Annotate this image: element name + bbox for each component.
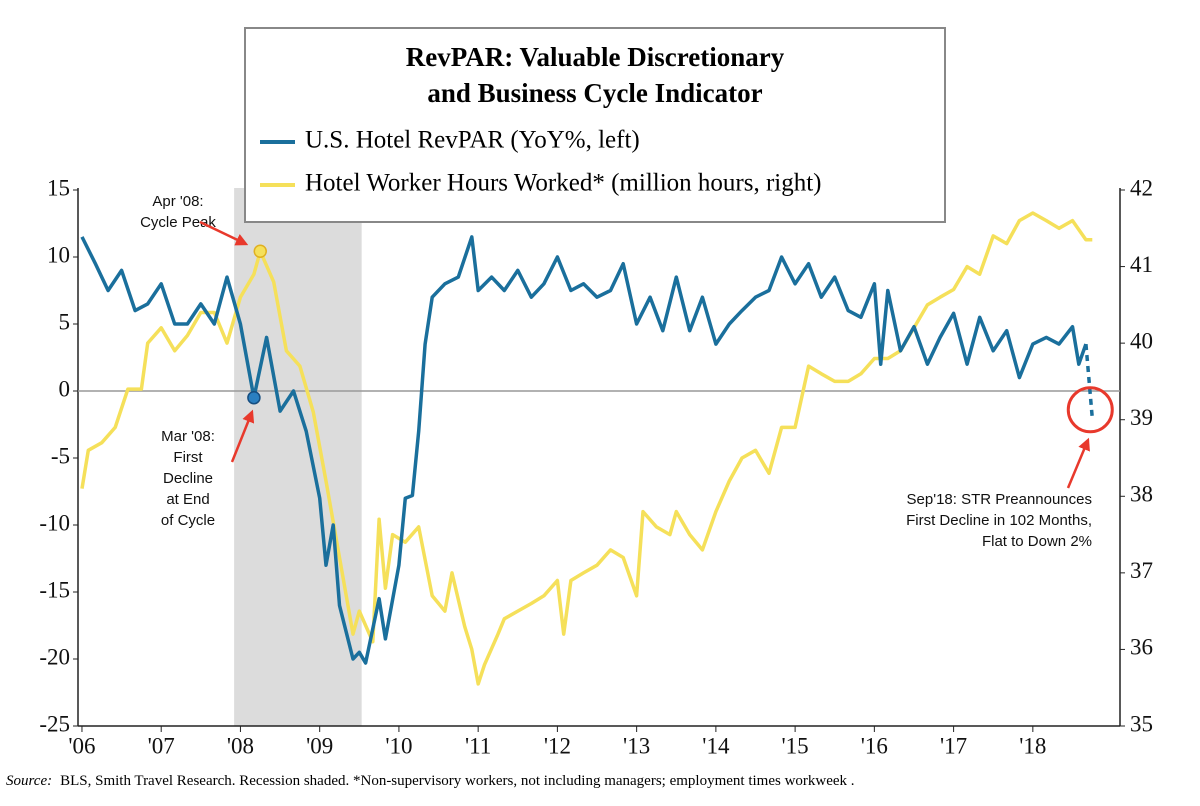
y2-tick-label: 36 xyxy=(1130,635,1153,660)
source-label: Source: xyxy=(6,773,52,789)
x-tick-label: '10 xyxy=(385,733,412,758)
x-tick-label: '11 xyxy=(465,733,491,758)
y-tick-label: -5 xyxy=(51,443,70,468)
annotation: Decline xyxy=(163,470,213,487)
y2-tick-label: 37 xyxy=(1130,558,1153,583)
y2-tick-label: 41 xyxy=(1130,252,1153,277)
annotation: Cycle Peak xyxy=(140,214,216,231)
y-tick-label: 0 xyxy=(59,376,71,401)
source: Source: BLS, Smith Travel Research. Reces… xyxy=(6,773,855,789)
y-tick-label: 15 xyxy=(47,175,70,200)
y2-tick-label: 40 xyxy=(1130,328,1153,353)
annotation: First Decline in 102 Months, xyxy=(906,512,1092,529)
chart-title: RevPAR: Valuable Discretionary xyxy=(406,42,785,72)
y-tick-label: -20 xyxy=(39,644,70,669)
highlight-circle xyxy=(1066,386,1114,434)
x-tick-label: '17 xyxy=(940,733,967,758)
source-text: BLS, Smith Travel Research. Recession sh… xyxy=(60,773,854,789)
series-dashed-segment xyxy=(1084,343,1095,418)
x-tick-label: '14 xyxy=(702,733,730,758)
y2-tick-label: 39 xyxy=(1130,405,1153,430)
annotation: Mar '08: xyxy=(161,428,215,445)
x-tick-label: '16 xyxy=(861,733,888,758)
x-tick-label: '06 xyxy=(68,733,95,758)
y2-tick-label: 42 xyxy=(1130,175,1153,200)
annotation: of Cycle xyxy=(161,512,215,529)
series-line xyxy=(80,235,1088,665)
y2-tick-label: 38 xyxy=(1130,482,1153,507)
annotation: First xyxy=(173,449,203,466)
y-tick-label: 10 xyxy=(47,242,70,267)
x-tick-label: '15 xyxy=(782,733,809,758)
recession-shade xyxy=(234,188,362,726)
y2-tick-label: 35 xyxy=(1130,711,1153,736)
annotation: at End xyxy=(166,491,209,508)
x-tick-label: '07 xyxy=(148,733,175,758)
annotation: Apr '08: xyxy=(152,193,203,210)
legend-label: U.S. Hotel RevPAR (YoY%, left) xyxy=(305,127,640,154)
annotation-arrow xyxy=(230,409,255,463)
annotation: Sep'18: STR Preannounces xyxy=(907,491,1092,508)
x-tick-label: '09 xyxy=(306,733,333,758)
series-line xyxy=(80,211,1093,686)
x-tick-label: '08 xyxy=(227,733,254,758)
legend-label: Hotel Worker Hours Worked* (million hour… xyxy=(305,170,822,197)
y-tick-label: -25 xyxy=(39,711,70,736)
y-tick-label: 5 xyxy=(59,309,71,334)
x-tick-label: '12 xyxy=(544,733,571,758)
x-tick-label: '18 xyxy=(1019,733,1046,758)
highlight-dot xyxy=(253,244,268,259)
y-tick-label: -10 xyxy=(39,510,70,535)
chart-title: and Business Cycle Indicator xyxy=(427,78,762,108)
annotation: Flat to Down 2% xyxy=(982,533,1092,550)
x-tick-label: '13 xyxy=(623,733,650,758)
annotation-arrow xyxy=(199,220,249,246)
y-tick-label: -15 xyxy=(39,577,70,602)
highlight-dot xyxy=(247,390,261,405)
annotation-arrow xyxy=(1066,437,1090,489)
legend-box xyxy=(244,27,946,223)
